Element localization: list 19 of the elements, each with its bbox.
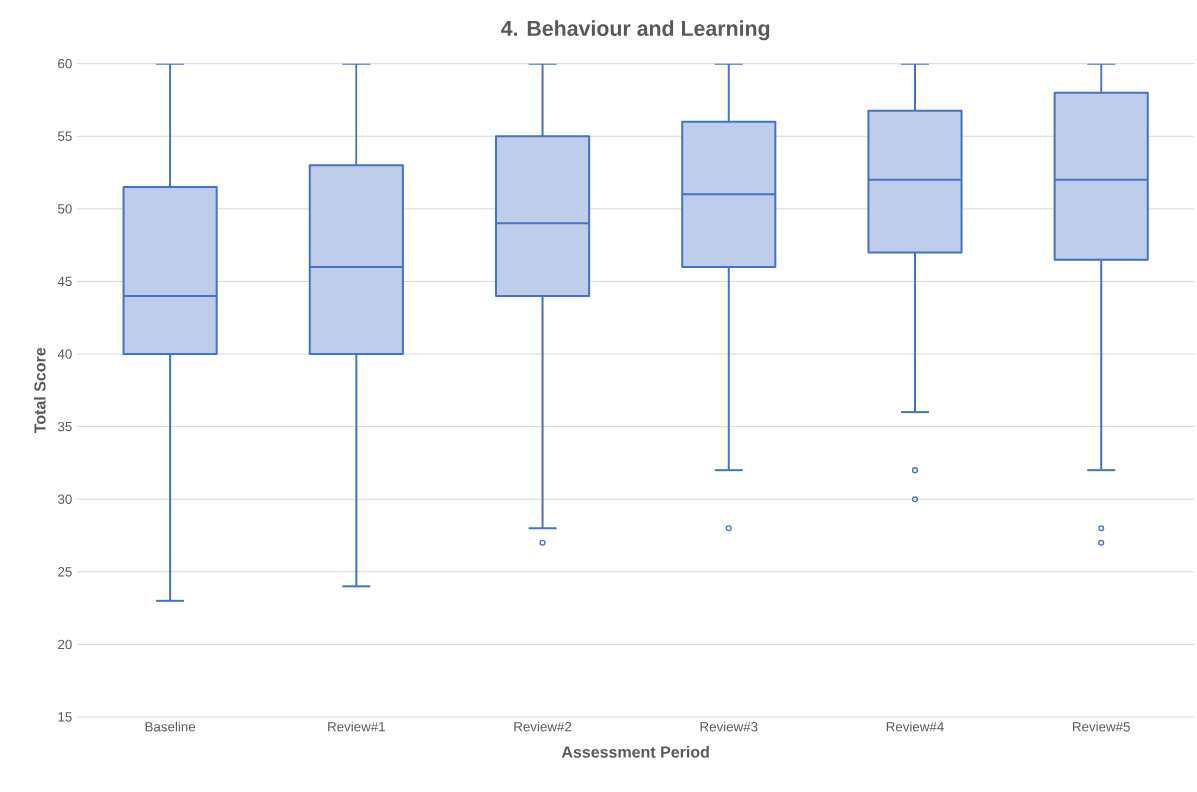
y-tick-label: 60 xyxy=(58,58,72,69)
x-tick-label: Review#3 xyxy=(700,721,758,732)
x-tick-label: Review#5 xyxy=(1073,721,1130,732)
y-tick-label: 15 xyxy=(58,712,72,722)
y-tick-label: 45 xyxy=(57,276,72,287)
y-tick-label: 20 xyxy=(58,639,72,650)
y-tick-label: 25 xyxy=(58,567,72,577)
y-tick-label: 35 xyxy=(57,421,72,432)
x-tick-label: Review#1 xyxy=(328,721,385,732)
y-axis-title: Total Score xyxy=(33,347,46,434)
x-tick-label: Review#2 xyxy=(514,721,572,732)
x-tick-label: Review#4 xyxy=(886,721,944,732)
y-tick-label: 55 xyxy=(58,131,72,141)
y-tick-label: 40 xyxy=(57,349,72,359)
x-axis-title: Assessment Period xyxy=(561,745,709,758)
x-tick-label: Baseline xyxy=(145,721,196,732)
chart-title: 4. Behaviour and Learning xyxy=(501,20,770,41)
y-tick-label: 30 xyxy=(57,494,72,504)
y-tick-label: 50 xyxy=(58,204,72,214)
